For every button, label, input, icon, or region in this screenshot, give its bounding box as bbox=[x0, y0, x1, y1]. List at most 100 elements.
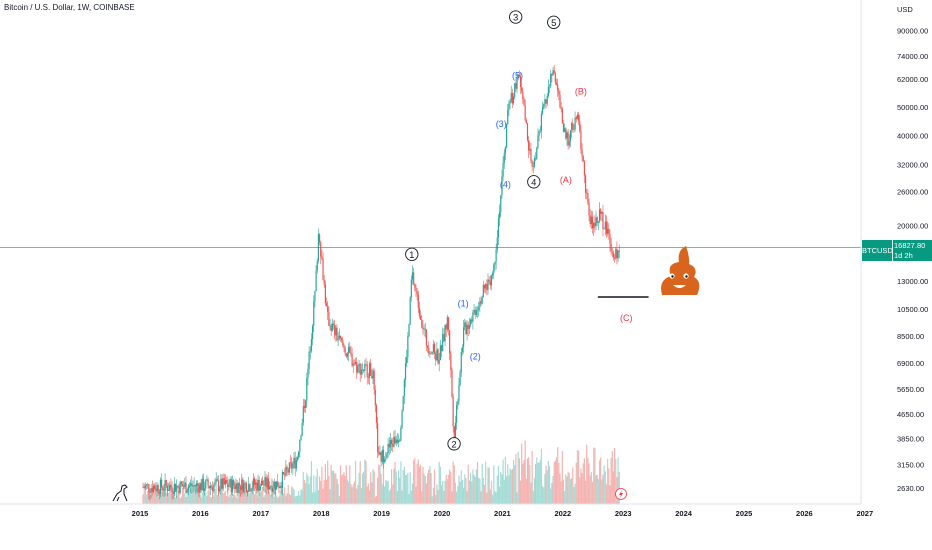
price-axis[interactable]: 90000.00 74000.00 62000.00 50000.00 40000.00… bbox=[897, 27, 928, 493]
candle-body bbox=[471, 319, 473, 322]
candle-body bbox=[456, 405, 458, 423]
volume-bar bbox=[571, 478, 573, 504]
candle-body bbox=[488, 279, 490, 282]
volume-bar bbox=[147, 491, 149, 504]
volume-bar bbox=[576, 450, 579, 504]
candle-body bbox=[262, 480, 264, 486]
volume-bar bbox=[210, 497, 213, 504]
volume-bar bbox=[537, 462, 539, 504]
candle-body bbox=[359, 363, 361, 375]
candle-body bbox=[557, 84, 559, 91]
candle-body bbox=[428, 347, 430, 354]
candle-body bbox=[216, 479, 218, 481]
volume-bar bbox=[316, 468, 318, 504]
candle-body bbox=[539, 131, 541, 132]
volume-bar bbox=[548, 466, 551, 504]
volume-bar bbox=[577, 450, 580, 504]
y-tick-label: 32000.00 bbox=[897, 161, 928, 170]
volume-bar bbox=[540, 448, 543, 504]
volume-bar bbox=[444, 481, 446, 504]
wave-circle bbox=[509, 10, 523, 24]
candle-body bbox=[409, 297, 411, 325]
candle-body bbox=[244, 482, 246, 484]
volume-bar bbox=[314, 491, 316, 504]
volume-bar bbox=[415, 486, 417, 504]
candle-body bbox=[464, 322, 466, 328]
volume-bar bbox=[367, 483, 369, 504]
candle-body bbox=[512, 96, 515, 104]
candle-body bbox=[453, 426, 455, 441]
volume-bar bbox=[617, 457, 619, 504]
candle-body bbox=[572, 123, 574, 130]
candle-body bbox=[265, 477, 267, 488]
volume-bar bbox=[430, 472, 432, 504]
candle-body bbox=[239, 485, 242, 491]
candle-body bbox=[242, 479, 244, 493]
volume-bar bbox=[245, 493, 247, 504]
candle-body bbox=[206, 479, 208, 481]
candle-body bbox=[259, 485, 261, 491]
volume-bar bbox=[295, 495, 297, 504]
x-tick-label: 2018 bbox=[313, 509, 330, 518]
candle-body bbox=[212, 486, 214, 492]
volume-bar bbox=[557, 447, 559, 504]
time-axis[interactable]: 2015 2016 2017 2018 2019 2020 2021 2022 2023 2024… bbox=[132, 509, 873, 518]
volume-bar bbox=[424, 475, 426, 504]
y-tick-label: 62000.00 bbox=[897, 75, 928, 84]
volume-bar bbox=[159, 491, 162, 504]
x-tick-label: 2019 bbox=[373, 509, 390, 518]
candle-body bbox=[203, 488, 206, 491]
volume-bar bbox=[253, 494, 256, 504]
candle-body bbox=[544, 99, 546, 104]
candle-body bbox=[528, 140, 530, 151]
candle-body bbox=[580, 130, 582, 150]
candle-body bbox=[195, 483, 198, 487]
flash-icon[interactable] bbox=[615, 488, 627, 500]
candle-body bbox=[582, 156, 584, 162]
candle-body bbox=[433, 344, 436, 354]
candle-body bbox=[516, 77, 518, 89]
candle-body bbox=[264, 477, 266, 486]
candle-body bbox=[541, 106, 544, 114]
candle-body bbox=[403, 379, 405, 397]
candle-body bbox=[325, 302, 328, 306]
volume-bar bbox=[464, 474, 466, 504]
volume-bar bbox=[554, 460, 556, 504]
volume-bar bbox=[374, 496, 376, 504]
volume-bar bbox=[395, 471, 397, 504]
volume-bar bbox=[604, 471, 606, 504]
candle-body bbox=[473, 309, 475, 313]
volume-bar bbox=[313, 475, 315, 504]
candle-body bbox=[285, 466, 287, 476]
volume-bar bbox=[264, 494, 266, 504]
candle-body bbox=[293, 457, 295, 464]
volume-bar bbox=[273, 496, 275, 504]
y-tick-label: 10500.00 bbox=[897, 305, 928, 314]
volume-bar bbox=[453, 465, 455, 504]
candle-body bbox=[608, 228, 610, 234]
volume-bar bbox=[492, 494, 494, 504]
volume-bar bbox=[291, 486, 293, 504]
candle-body bbox=[155, 489, 157, 491]
volume-bar bbox=[432, 487, 435, 504]
volume-bar bbox=[567, 471, 569, 504]
candle-body bbox=[270, 485, 272, 487]
candle-body bbox=[163, 490, 165, 491]
volume-bar bbox=[346, 479, 349, 504]
candle-body bbox=[388, 443, 390, 448]
volume-bar bbox=[161, 491, 163, 504]
candle-body bbox=[561, 108, 563, 124]
candle-body bbox=[329, 325, 331, 327]
y-tick-label: 8500.00 bbox=[897, 332, 924, 341]
volume-bar bbox=[530, 482, 532, 504]
volume-bar bbox=[447, 474, 450, 504]
candle-body bbox=[435, 353, 437, 361]
volume-bar bbox=[265, 488, 267, 504]
volume-bar bbox=[190, 488, 192, 504]
volume-bar bbox=[201, 492, 203, 504]
volume-bar bbox=[596, 474, 598, 504]
candle-body bbox=[245, 483, 247, 493]
volume-bar bbox=[209, 496, 211, 504]
wave-circle bbox=[405, 247, 419, 261]
